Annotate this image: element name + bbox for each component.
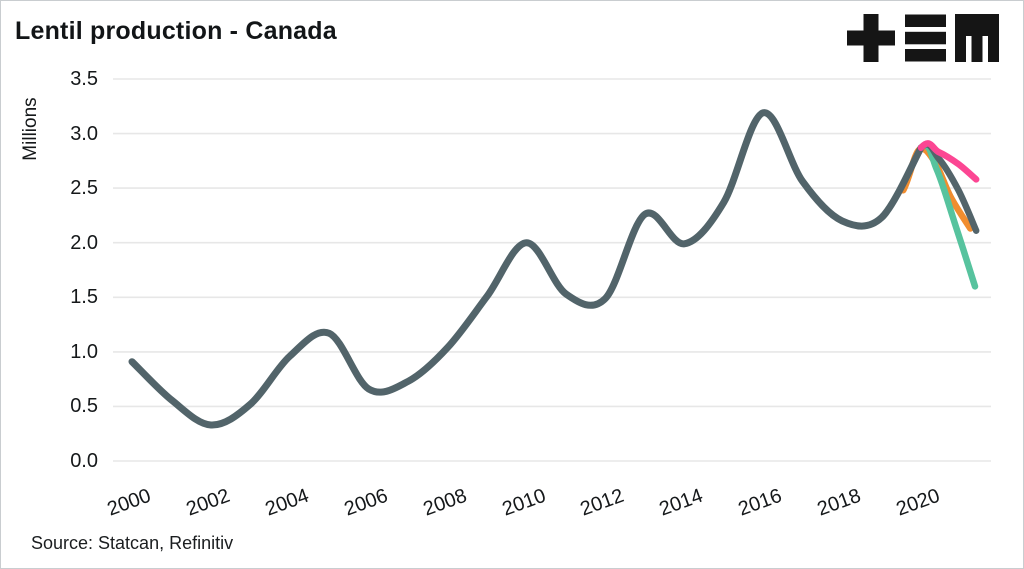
y-axis-tick-label: 3.0 [70, 122, 98, 145]
logo-bars-icon [905, 14, 946, 62]
y-axis-tick-label: 1.0 [70, 340, 98, 363]
source-note: Source: Statcan, Refinitiv [31, 533, 234, 553]
tem-logo [847, 14, 999, 62]
y-axis-tick-label: 0.0 [70, 450, 98, 472]
y-axis-tick-label: 2.5 [70, 177, 98, 200]
chart-title: Lentil production - Canada [15, 17, 337, 45]
y-axis-tick-label: 0.5 [70, 395, 98, 418]
logo-m-icon [955, 14, 999, 62]
y-axis-tick-label: 2.0 [70, 231, 98, 254]
y-axis-tick-label: 3.5 [70, 68, 98, 90]
series-line-historical-production [128, 109, 925, 429]
series-line-forecast-pink [917, 140, 980, 183]
y-axis-tick-label: 1.5 [70, 286, 98, 309]
logo-plus-icon [847, 14, 895, 62]
